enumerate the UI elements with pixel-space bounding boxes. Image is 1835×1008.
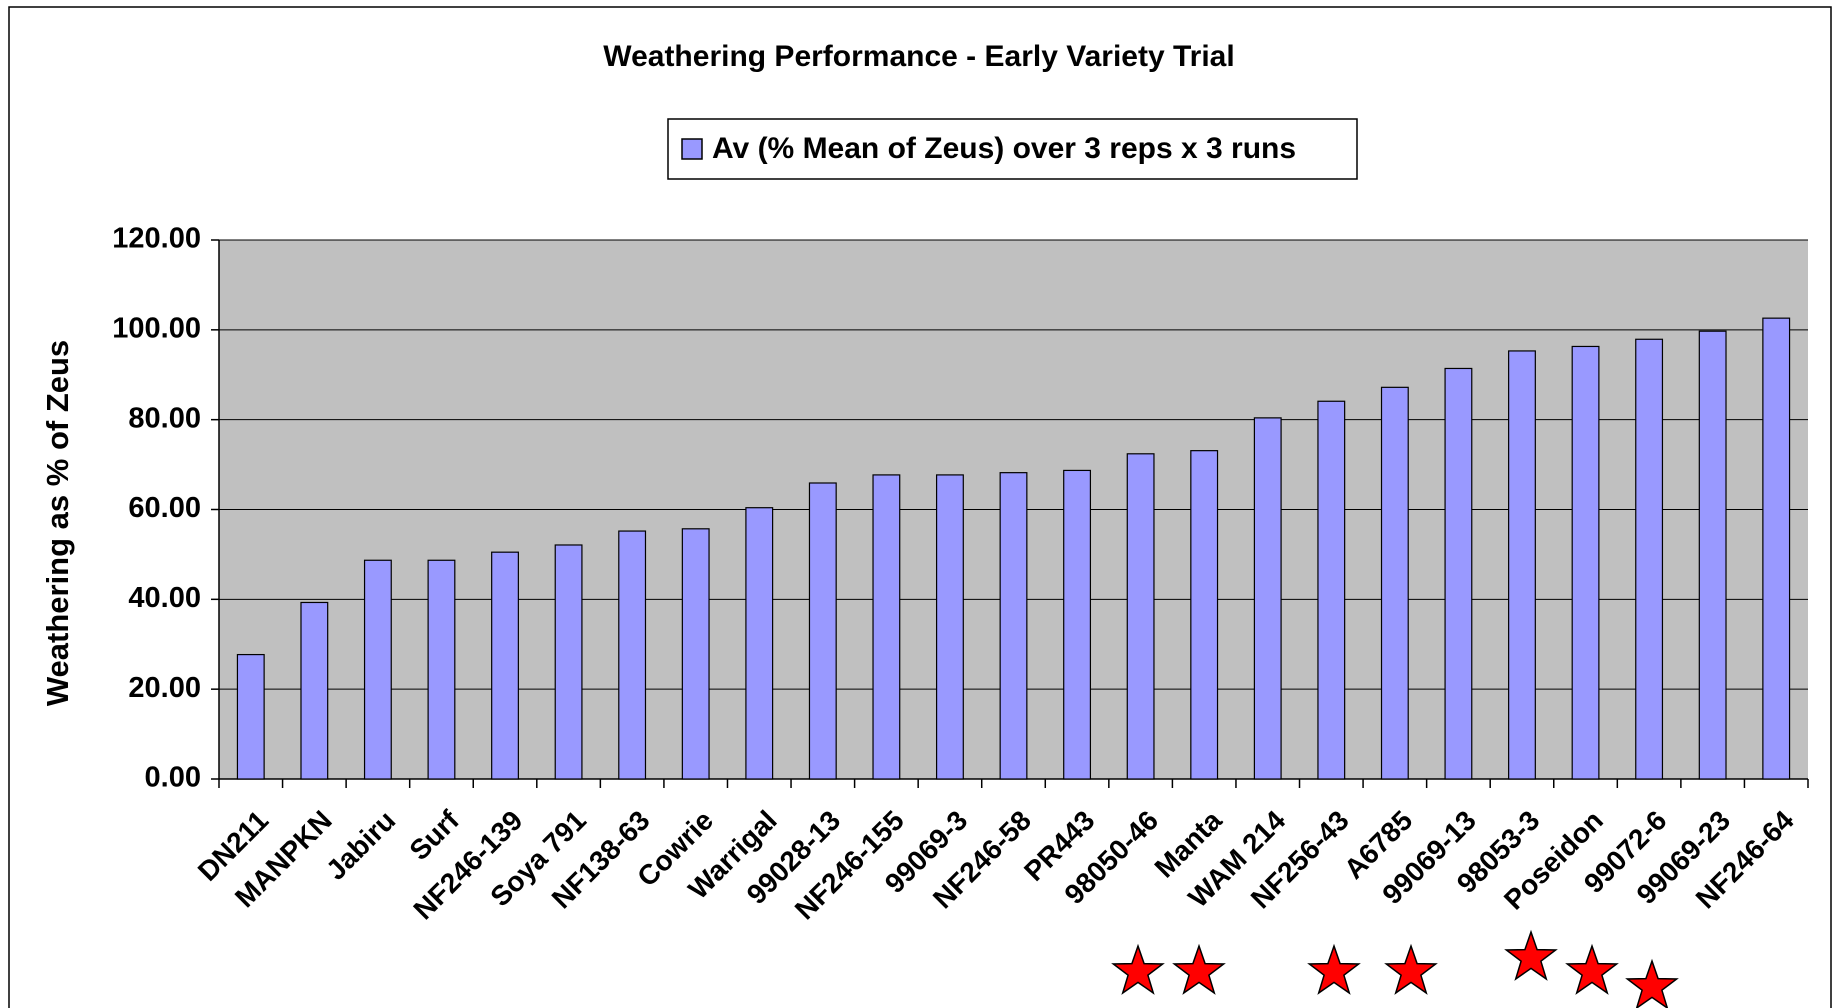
legend	[667, 118, 1358, 180]
y-tick-label: 20.00	[128, 672, 201, 704]
bar	[1698, 330, 1727, 780]
star	[1625, 958, 1679, 1008]
y-tick-label: 40.00	[128, 582, 201, 614]
bar	[872, 474, 901, 780]
bar	[1253, 417, 1282, 780]
bar	[300, 601, 329, 780]
bar	[1444, 367, 1473, 780]
bar	[935, 474, 964, 780]
y-tick-label: 100.00	[112, 312, 201, 344]
bar	[999, 472, 1028, 780]
star	[1384, 943, 1438, 995]
bar	[1508, 350, 1536, 780]
star	[1565, 943, 1619, 995]
bar	[1762, 317, 1791, 780]
stars	[1111, 929, 1679, 1008]
chart-title: Weathering Performance - Early Variety T…	[603, 40, 1234, 73]
star	[1504, 929, 1558, 981]
legend-label: Av (% Mean of Zeus) over 3 reps x 3 runs	[712, 132, 1296, 165]
star	[1172, 943, 1226, 995]
bar	[808, 482, 837, 780]
bar	[236, 653, 265, 780]
y-tick-label: 0.00	[145, 762, 201, 794]
bar	[745, 507, 774, 780]
bar	[427, 559, 456, 780]
legend-swatch	[681, 138, 703, 160]
bar	[491, 551, 519, 780]
star	[1307, 943, 1361, 995]
bar	[363, 559, 392, 780]
y-axis-label: Weathering as % of Zeus	[40, 340, 75, 706]
star	[1111, 943, 1165, 995]
bar	[1063, 469, 1092, 780]
bar	[1126, 453, 1155, 780]
bar	[554, 544, 583, 780]
bar	[1380, 386, 1409, 780]
bar	[1190, 450, 1219, 780]
bar	[1317, 400, 1346, 780]
bar	[618, 530, 647, 780]
y-tick-label: 60.00	[128, 492, 201, 524]
y-tick-label: 120.00	[112, 223, 201, 255]
bar	[681, 528, 710, 780]
y-tick-label: 80.00	[128, 402, 201, 434]
bar	[1571, 345, 1600, 780]
bar	[1635, 338, 1664, 780]
